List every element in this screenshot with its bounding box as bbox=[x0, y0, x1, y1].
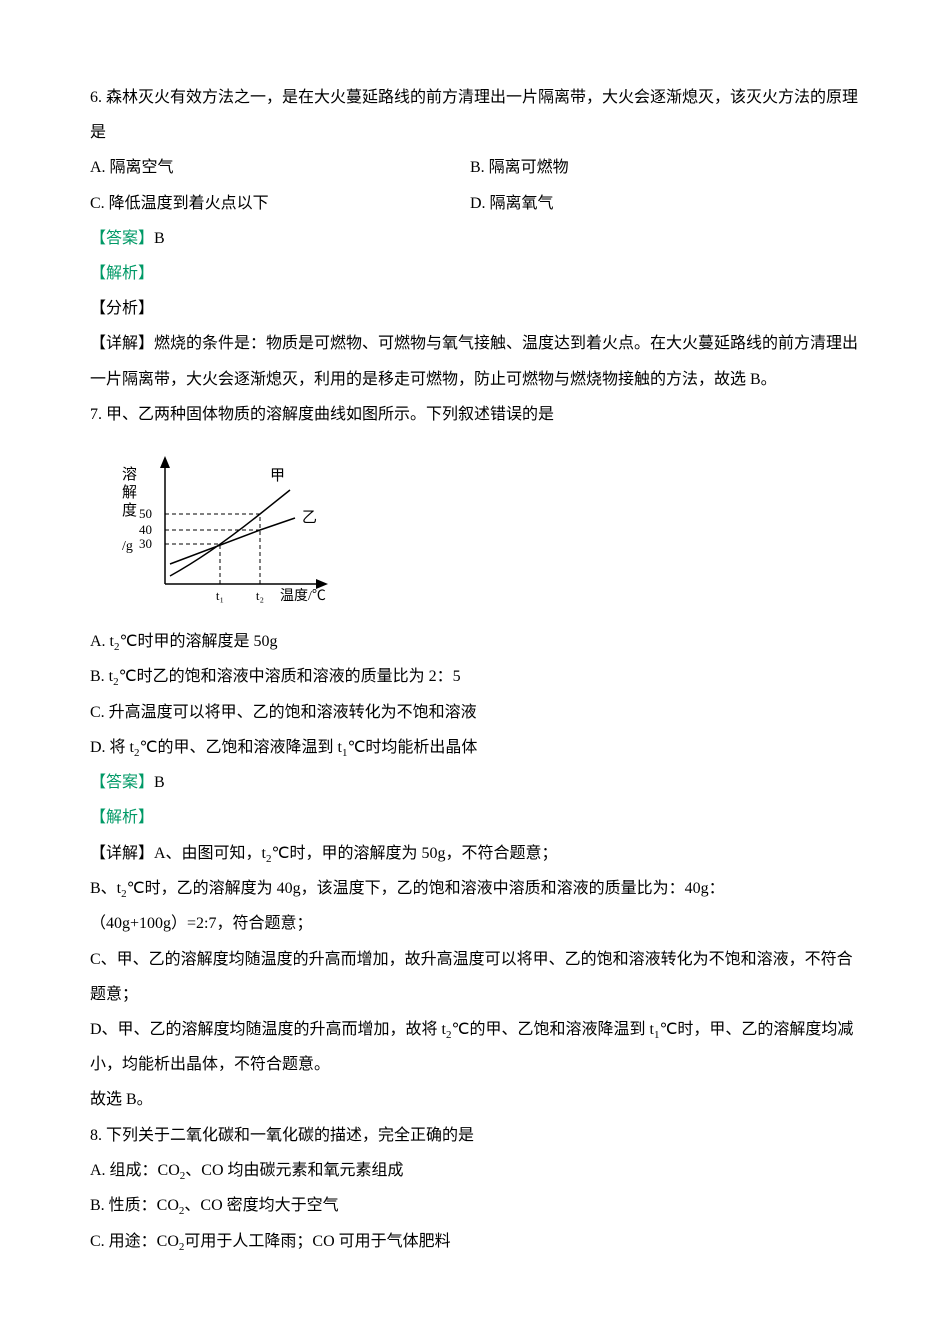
q6-answer: 【答案】B bbox=[90, 221, 860, 256]
q7-conclusion: 故选 B。 bbox=[90, 1082, 860, 1117]
q7-detailB-pre: B、t bbox=[90, 880, 121, 897]
q7-detailA-post: ℃时，甲的溶解度为 50g，不符合题意； bbox=[272, 845, 558, 862]
q7-optB: B. t2℃时乙的饱和溶液中溶质和溶液的质量比为 2：5 bbox=[90, 659, 860, 694]
q7-optD-mid: ℃的甲、乙饱和溶液降温到 t bbox=[140, 739, 342, 756]
q6-detail: 【详解】燃烧的条件是：物质是可燃物、可燃物与氧气接触、温度达到着火点。在大火蔓延… bbox=[90, 326, 860, 396]
q6-optD: D. 隔离氧气 bbox=[470, 186, 860, 221]
q6-text: 6. 森林灭火有效方法之一，是在大火蔓延路线的前方清理出一片隔离带，大火会逐渐熄… bbox=[90, 80, 860, 150]
q6-options-row1: A. 隔离空气 B. 隔离可燃物 bbox=[90, 150, 860, 185]
q7-detailA-pre: 【详解】A、由图可知，t bbox=[90, 845, 266, 862]
q7-optD-pre: D. 将 t bbox=[90, 739, 134, 756]
svg-text:t₂: t₂ bbox=[256, 588, 264, 603]
q8-optB-post: 、CO 密度均大于空气 bbox=[184, 1197, 338, 1214]
svg-text:/g: /g bbox=[122, 539, 133, 554]
q7-answer: 【答案】B bbox=[90, 765, 860, 800]
q7-detailD-mid: ℃的甲、乙饱和溶液降温到 t bbox=[452, 1021, 654, 1038]
q8-optA-pre: A. 组成：CO bbox=[90, 1162, 180, 1179]
svg-text:解: 解 bbox=[122, 484, 137, 501]
q7-detailB-post: ℃时，乙的溶解度为 40g，该温度下，乙的饱和溶液中溶质和溶液的质量比为：40g… bbox=[127, 880, 725, 897]
q7-detailA: 【详解】A、由图可知，t2℃时，甲的溶解度为 50g，不符合题意； bbox=[90, 836, 860, 871]
q7-optB-post: ℃时乙的饱和溶液中溶质和溶液的质量比为 2：5 bbox=[119, 668, 461, 685]
q7-answer-value: B bbox=[154, 774, 165, 791]
q8-text: 8. 下列关于二氧化碳和一氧化碳的描述，完全正确的是 bbox=[90, 1118, 860, 1153]
q7-optA: A. t2℃时甲的溶解度是 50g bbox=[90, 624, 860, 659]
svg-text:溶: 溶 bbox=[122, 466, 137, 483]
solubility-chart: 50 40 30 溶 解 度 /g t₁ t₂ 温度/℃ 甲 乙 bbox=[110, 444, 340, 614]
analysis-label: 【解析】 bbox=[90, 809, 154, 826]
q7-optA-pre: A. t bbox=[90, 633, 114, 650]
q7-detailB: B、t2℃时，乙的溶解度为 40g，该温度下，乙的饱和溶液中溶质和溶液的质量比为… bbox=[90, 871, 860, 906]
q7-detailD-pre: D、甲、乙的溶解度均随温度的升高而增加，故将 t bbox=[90, 1021, 446, 1038]
svg-text:40: 40 bbox=[139, 522, 152, 537]
q7-optB-pre: B. t bbox=[90, 668, 113, 685]
q8-optA: A. 组成：CO2、CO 均由碳元素和氧元素组成 bbox=[90, 1153, 860, 1188]
q7-detailB2: （40g+100g）=2:7，符合题意； bbox=[90, 906, 860, 941]
q8-optC: C. 用途：CO2可用于人工降雨；CO 可用于气体肥料 bbox=[90, 1224, 860, 1259]
q6-optC: C. 降低温度到着火点以下 bbox=[90, 186, 470, 221]
svg-text:甲: 甲 bbox=[270, 468, 285, 484]
svg-text:t₁: t₁ bbox=[216, 588, 224, 603]
q7-text: 7. 甲、乙两种固体物质的溶解度曲线如图所示。下列叙述错误的是 bbox=[90, 397, 860, 432]
q7-optD: D. 将 t2℃的甲、乙饱和溶液降温到 t1℃时均能析出晶体 bbox=[90, 730, 860, 765]
svg-text:温度/℃: 温度/℃ bbox=[280, 588, 326, 604]
q8-optA-post: 、CO 均由碳元素和氧元素组成 bbox=[185, 1162, 403, 1179]
svg-text:度: 度 bbox=[122, 502, 137, 519]
analysis-label: 【解析】 bbox=[90, 265, 154, 282]
chart-svg: 50 40 30 溶 解 度 /g t₁ t₂ 温度/℃ 甲 乙 bbox=[110, 444, 340, 614]
q7-detailC: C、甲、乙的溶解度均随温度的升高而增加，故升高温度可以将甲、乙的饱和溶液转化为不… bbox=[90, 942, 860, 1012]
q6-optB: B. 隔离可燃物 bbox=[470, 150, 860, 185]
q6-optA: A. 隔离空气 bbox=[90, 150, 470, 185]
document-body: 6. 森林灭火有效方法之一，是在大火蔓延路线的前方清理出一片隔离带，大火会逐渐熄… bbox=[90, 80, 860, 1259]
answer-label: 【答案】 bbox=[90, 230, 154, 247]
svg-text:乙: 乙 bbox=[302, 510, 317, 526]
q7-optC: C. 升高温度可以将甲、乙的饱和溶液转化为不饱和溶液 bbox=[90, 695, 860, 730]
q6-fenxi: 【分析】 bbox=[90, 291, 860, 326]
q6-analysis: 【解析】 bbox=[90, 256, 860, 291]
q7-optA-post: ℃时甲的溶解度是 50g bbox=[120, 633, 278, 650]
q6-answer-value: B bbox=[154, 230, 165, 247]
q7-detailD: D、甲、乙的溶解度均随温度的升高而增加，故将 t2℃的甲、乙饱和溶液降温到 t1… bbox=[90, 1012, 860, 1083]
q7-analysis: 【解析】 bbox=[90, 800, 860, 835]
q8-optB: B. 性质：CO2、CO 密度均大于空气 bbox=[90, 1188, 860, 1223]
svg-text:50: 50 bbox=[139, 506, 152, 521]
q6-options-row2: C. 降低温度到着火点以下 D. 隔离氧气 bbox=[90, 186, 860, 221]
q8-optC-post: 可用于人工降雨；CO 可用于气体肥料 bbox=[184, 1233, 450, 1250]
answer-label: 【答案】 bbox=[90, 774, 154, 791]
q7-optD-post: ℃时均能析出晶体 bbox=[347, 739, 477, 756]
q8-optC-pre: C. 用途：CO bbox=[90, 1233, 179, 1250]
svg-text:30: 30 bbox=[139, 536, 152, 551]
q8-optB-pre: B. 性质：CO bbox=[90, 1197, 179, 1214]
